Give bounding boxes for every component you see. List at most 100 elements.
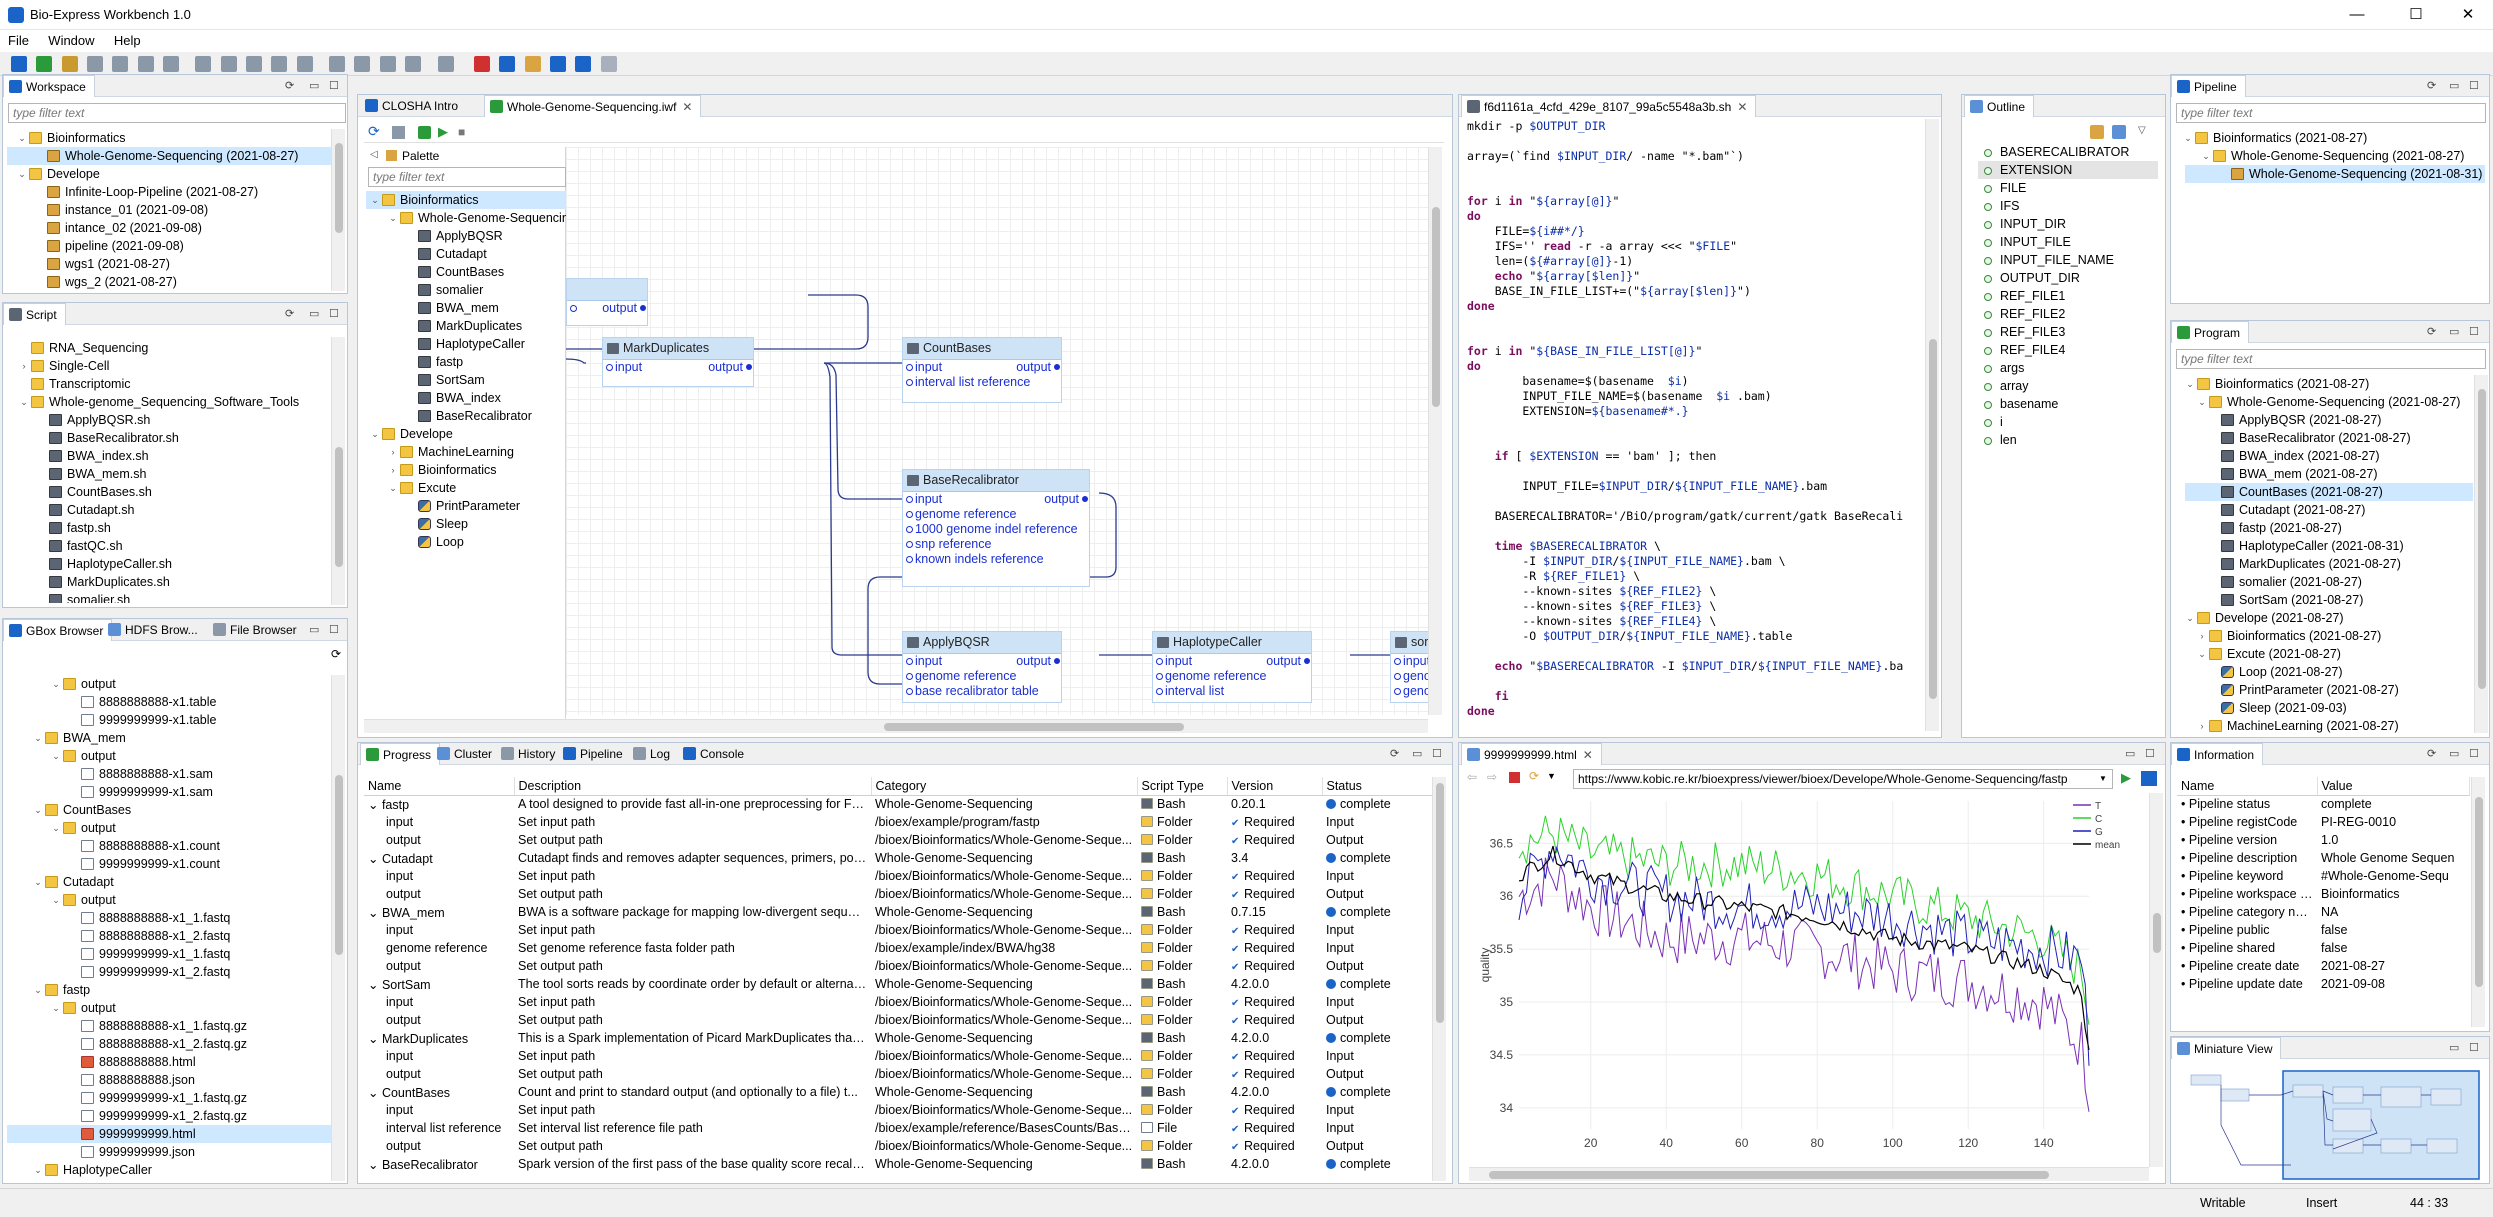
- tree-item[interactable]: 9999999999.json: [7, 1143, 331, 1161]
- edit-icon[interactable]: [499, 56, 516, 72]
- minimize-view-icon[interactable]: ▭: [309, 308, 320, 320]
- tree-item[interactable]: MarkDuplicates (2021-08-27): [2185, 555, 2473, 573]
- browser-hscrollbar[interactable]: [1469, 1167, 2149, 1181]
- tree-item[interactable]: Whole-Genome-Sequencing (2021-08-27): [7, 147, 331, 165]
- collapse-arrow-icon[interactable]: ⌄: [368, 851, 382, 866]
- tree-item[interactable]: 8888888888-x1_2.fastq: [7, 927, 331, 945]
- tree-item[interactable]: PrintParameter (2021-08-27): [2185, 681, 2473, 699]
- collapse-arrow-icon[interactable]: ⌄: [2202, 151, 2210, 161]
- tab-information[interactable]: Information: [2171, 743, 2264, 765]
- tree-item[interactable]: 8888888888-x1.sam: [7, 765, 331, 783]
- param-port[interactable]: genome reference: [1153, 669, 1311, 684]
- collapse-arrow-icon[interactable]: ⌄: [368, 1157, 382, 1172]
- expand-arrow-icon[interactable]: ›: [2200, 631, 2204, 641]
- table-row[interactable]: ⌄ SortSam The tool sorts reads by coordin…: [364, 975, 1432, 993]
- expand-arrow-icon[interactable]: ›: [391, 465, 395, 475]
- outline-item[interactable]: REF_FILE4: [1978, 341, 2158, 359]
- tree-item[interactable]: ⌄ output: [7, 891, 331, 909]
- node-baserecalibrator[interactable]: BaseRecalibrator input output genome refe…: [902, 469, 1090, 587]
- tree-item[interactable]: CountBases (2021-08-27): [2185, 483, 2473, 501]
- refresh-icon[interactable]: ⟳: [331, 647, 342, 661]
- table-row[interactable]: ⌄ MarkDuplicates This is a Spark implemen…: [364, 1029, 1432, 1047]
- tree-item[interactable]: 8888888888-x1.table: [7, 693, 331, 711]
- download-icon[interactable]: [405, 56, 422, 72]
- tree-item[interactable]: SortSam: [366, 371, 566, 389]
- tree-item[interactable]: ⌄ Develope: [366, 425, 566, 443]
- collapse-arrow-icon[interactable]: ⌄: [389, 483, 397, 493]
- info-row[interactable]: • Pipeline description Whole Genome Seque…: [2177, 849, 2469, 867]
- table-row[interactable]: genome reference Set genome reference fas…: [364, 939, 1432, 957]
- info-row[interactable]: • Pipeline update date 2021-09-08: [2177, 975, 2469, 993]
- tab-outline[interactable]: Outline: [1964, 95, 2035, 117]
- go-icon[interactable]: ▶: [2121, 770, 2131, 785]
- scroll-thumb[interactable]: [2153, 913, 2161, 953]
- maximize-view-icon[interactable]: ☐: [2469, 80, 2479, 92]
- tab-closha-intro[interactable]: CLOSHA Intro: [360, 95, 466, 117]
- run-icon[interactable]: ▶: [438, 124, 448, 139]
- scroll-thumb[interactable]: [1489, 1171, 2049, 1179]
- scroll-thumb[interactable]: [1929, 339, 1937, 699]
- tree-item[interactable]: Cutadapt: [366, 245, 566, 263]
- view-menu-icon[interactable]: ▽: [2138, 125, 2146, 136]
- maximize-button[interactable]: ☐: [2409, 6, 2423, 23]
- back-icon[interactable]: ⇦: [1467, 770, 1478, 784]
- stop-icon[interactable]: ■: [458, 125, 466, 139]
- tab-pipeline-bottom[interactable]: Pipeline: [558, 743, 631, 765]
- tree-item[interactable]: ⌄ Bioinformatics (2021-08-27): [2185, 129, 2485, 147]
- outline-item[interactable]: IFS: [1978, 197, 2158, 215]
- info-row[interactable]: • Pipeline version 1.0: [2177, 831, 2469, 849]
- scroll-thumb[interactable]: [335, 143, 343, 233]
- tree-item[interactable]: › Bioinformatics (2021-08-27): [2185, 627, 2473, 645]
- close-tab-icon[interactable]: ✕: [682, 100, 693, 114]
- collapse-arrow-icon[interactable]: ⌄: [20, 397, 28, 407]
- tab-progress[interactable]: Progress: [360, 743, 441, 765]
- tree-item[interactable]: 9999999999-x1_1.fastq: [7, 945, 331, 963]
- outline-item[interactable]: REF_FILE1: [1978, 287, 2158, 305]
- collapse-arrow-icon[interactable]: ⌄: [389, 213, 397, 223]
- collapse-arrow-icon[interactable]: ⌄: [52, 895, 60, 905]
- url-input[interactable]: https://www.kobic.re.kr/bioexpress/viewe…: [1573, 769, 2113, 789]
- delete-icon[interactable]: [473, 56, 490, 72]
- collapse-arrow-icon[interactable]: ⌄: [2198, 649, 2206, 659]
- tab-history[interactable]: History: [496, 743, 563, 765]
- info-row[interactable]: • Pipeline category name NA: [2177, 903, 2469, 921]
- refresh-icon[interactable]: ⟳: [285, 80, 295, 92]
- tree-item[interactable]: BWA_mem.sh: [7, 465, 331, 483]
- copy-icon[interactable]: [271, 56, 288, 72]
- tree-item[interactable]: ⌄ output: [7, 819, 331, 837]
- column-header[interactable]: Category: [871, 777, 1138, 796]
- node-haplotypecaller[interactable]: HaplotypeCaller input output genome refer…: [1152, 631, 1312, 703]
- tree-item[interactable]: HaplotypeCaller.sh: [7, 555, 331, 573]
- tree-item[interactable]: 9999999999-x1.count: [7, 855, 331, 873]
- outline-item[interactable]: REF_FILE3: [1978, 323, 2158, 341]
- tree-item[interactable]: 8888888888-x1.count: [7, 837, 331, 855]
- dropdown-icon[interactable]: [437, 56, 454, 72]
- tree-item[interactable]: ⌄ Develope: [7, 165, 331, 183]
- info-row[interactable]: • Pipeline public false: [2177, 921, 2469, 939]
- url-dropdown-icon[interactable]: ▼: [2099, 774, 2107, 783]
- outline-item[interactable]: len: [1978, 431, 2158, 449]
- maximize-view-icon[interactable]: ☐: [2469, 326, 2479, 338]
- node-partial[interactable]: output: [566, 278, 648, 326]
- collapse-arrow-icon[interactable]: ⌄: [52, 679, 60, 689]
- outline-item[interactable]: args: [1978, 359, 2158, 377]
- tree-item[interactable]: MarkDuplicates: [366, 317, 566, 335]
- upload-icon[interactable]: [379, 56, 396, 72]
- output-port[interactable]: output: [708, 360, 752, 374]
- param-port[interactable]: 1000 genome indel reference: [903, 522, 1089, 537]
- tree-item[interactable]: 9999999999-x1.sam: [7, 783, 331, 801]
- node-countbases[interactable]: CountBases input output interval list ref…: [902, 337, 1062, 403]
- collapse-arrow-icon[interactable]: ⌄: [52, 823, 60, 833]
- maximize-view-icon[interactable]: ☐: [1432, 748, 1442, 760]
- program-filter-input[interactable]: type filter text: [2176, 349, 2486, 369]
- collapse-arrow-icon[interactable]: ⌄: [34, 985, 42, 995]
- import-icon[interactable]: [61, 56, 78, 72]
- tree-item[interactable]: ⌄ Bioinformatics: [7, 129, 331, 147]
- tree-item[interactable]: Transcriptomic: [7, 375, 331, 393]
- tree-item[interactable]: Whole-Genome-Sequencing (2021-08-31): [2185, 165, 2485, 183]
- tree-item[interactable]: somalier.sh: [7, 591, 331, 603]
- refresh-icon[interactable]: ⟳: [285, 308, 295, 320]
- export-file-icon[interactable]: [354, 56, 371, 72]
- tab-pipeline[interactable]: Pipeline: [2171, 75, 2246, 97]
- tree-item[interactable]: 8888888888-x1_1.fastq: [7, 909, 331, 927]
